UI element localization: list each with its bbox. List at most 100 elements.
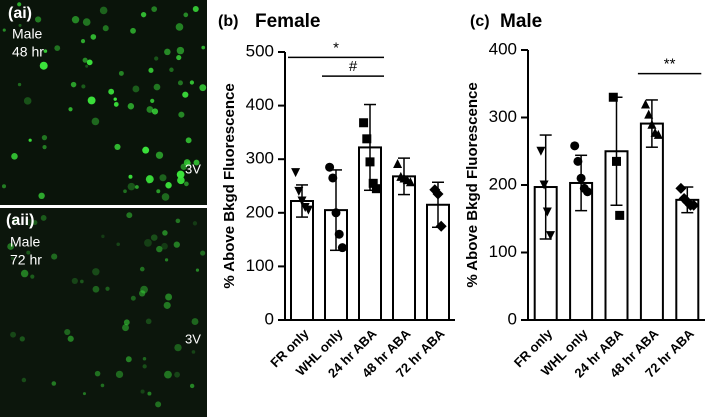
cell [39,61,48,70]
image-text: Male [12,26,43,42]
cell [54,45,61,52]
cell [51,381,57,386]
cell [51,253,58,260]
cell [164,48,171,56]
cell [115,370,124,379]
cell [2,28,6,32]
cell [80,39,86,44]
cell [150,98,155,103]
image-text: 48 hr [12,44,44,60]
cell [175,23,184,31]
y-tick-label: 500 [246,41,274,60]
cell [116,242,121,247]
cell [82,392,86,396]
cell [127,102,135,110]
cell [20,269,29,278]
data-point [297,196,307,206]
cell [138,290,146,297]
cell [191,318,199,326]
image-text: 3V [185,161,201,176]
data-point [405,177,415,187]
data-point [331,208,341,218]
data-point [368,178,378,188]
data-point [542,207,552,217]
cell [23,97,32,105]
bar [392,175,416,321]
data-point [573,156,583,166]
cell [165,293,173,301]
cell [91,117,100,126]
data-point [539,180,549,190]
cell [151,108,159,115]
cell [85,64,89,68]
cell [161,242,168,250]
cell [128,174,133,179]
cell [153,83,161,91]
cell [193,159,200,166]
micrograph [0,0,207,205]
y-tick-label: 200 [489,174,517,193]
data-point [334,229,344,239]
cell [200,250,206,256]
y-tick-label: 200 [246,202,274,221]
cell [100,383,105,388]
cell [19,336,25,342]
cell [195,268,200,272]
y-tick-label: 400 [246,95,274,114]
data-point [362,134,372,144]
cell [80,279,84,284]
data-point [536,146,546,156]
cell [176,170,185,179]
significance-label: ** [664,56,676,73]
cell [182,91,189,98]
cell [148,67,154,73]
cell [175,218,181,224]
cell [102,25,109,32]
cell [165,182,172,189]
cell [173,241,180,248]
data-point [612,156,621,166]
image-text: Male [10,234,41,250]
cell [34,16,42,23]
cell [146,106,154,113]
data-point [583,187,592,197]
cell [156,245,163,253]
cell [86,59,93,66]
panel-label: (ai) [8,5,32,22]
image-text: 3V [185,331,201,346]
data-point [615,210,625,220]
cell [90,34,97,40]
y-tick-label: 300 [246,149,274,168]
data-point [688,199,700,211]
cell [192,221,198,226]
data-point [653,129,663,139]
cells [1,2,207,408]
cell [161,193,170,201]
cell [155,401,162,408]
cell [164,370,172,379]
cell [10,331,17,338]
cell [127,182,136,191]
cell [7,243,15,250]
cell [32,220,38,226]
cell [184,181,189,187]
cell [11,153,18,160]
cell [40,215,47,221]
cell [25,218,33,227]
cell [101,234,105,239]
cell [174,371,180,378]
cell [71,277,78,285]
y-tick-label: 0 [508,309,517,328]
data-point [644,109,654,119]
cell [142,146,150,154]
chart-title: Male [500,11,542,32]
cell [164,258,169,262]
cell [176,54,182,61]
cell [189,80,195,85]
cell [43,49,48,53]
cell [17,2,22,7]
cell [114,143,121,150]
cell [154,56,159,61]
chart-title: Female [255,11,320,32]
